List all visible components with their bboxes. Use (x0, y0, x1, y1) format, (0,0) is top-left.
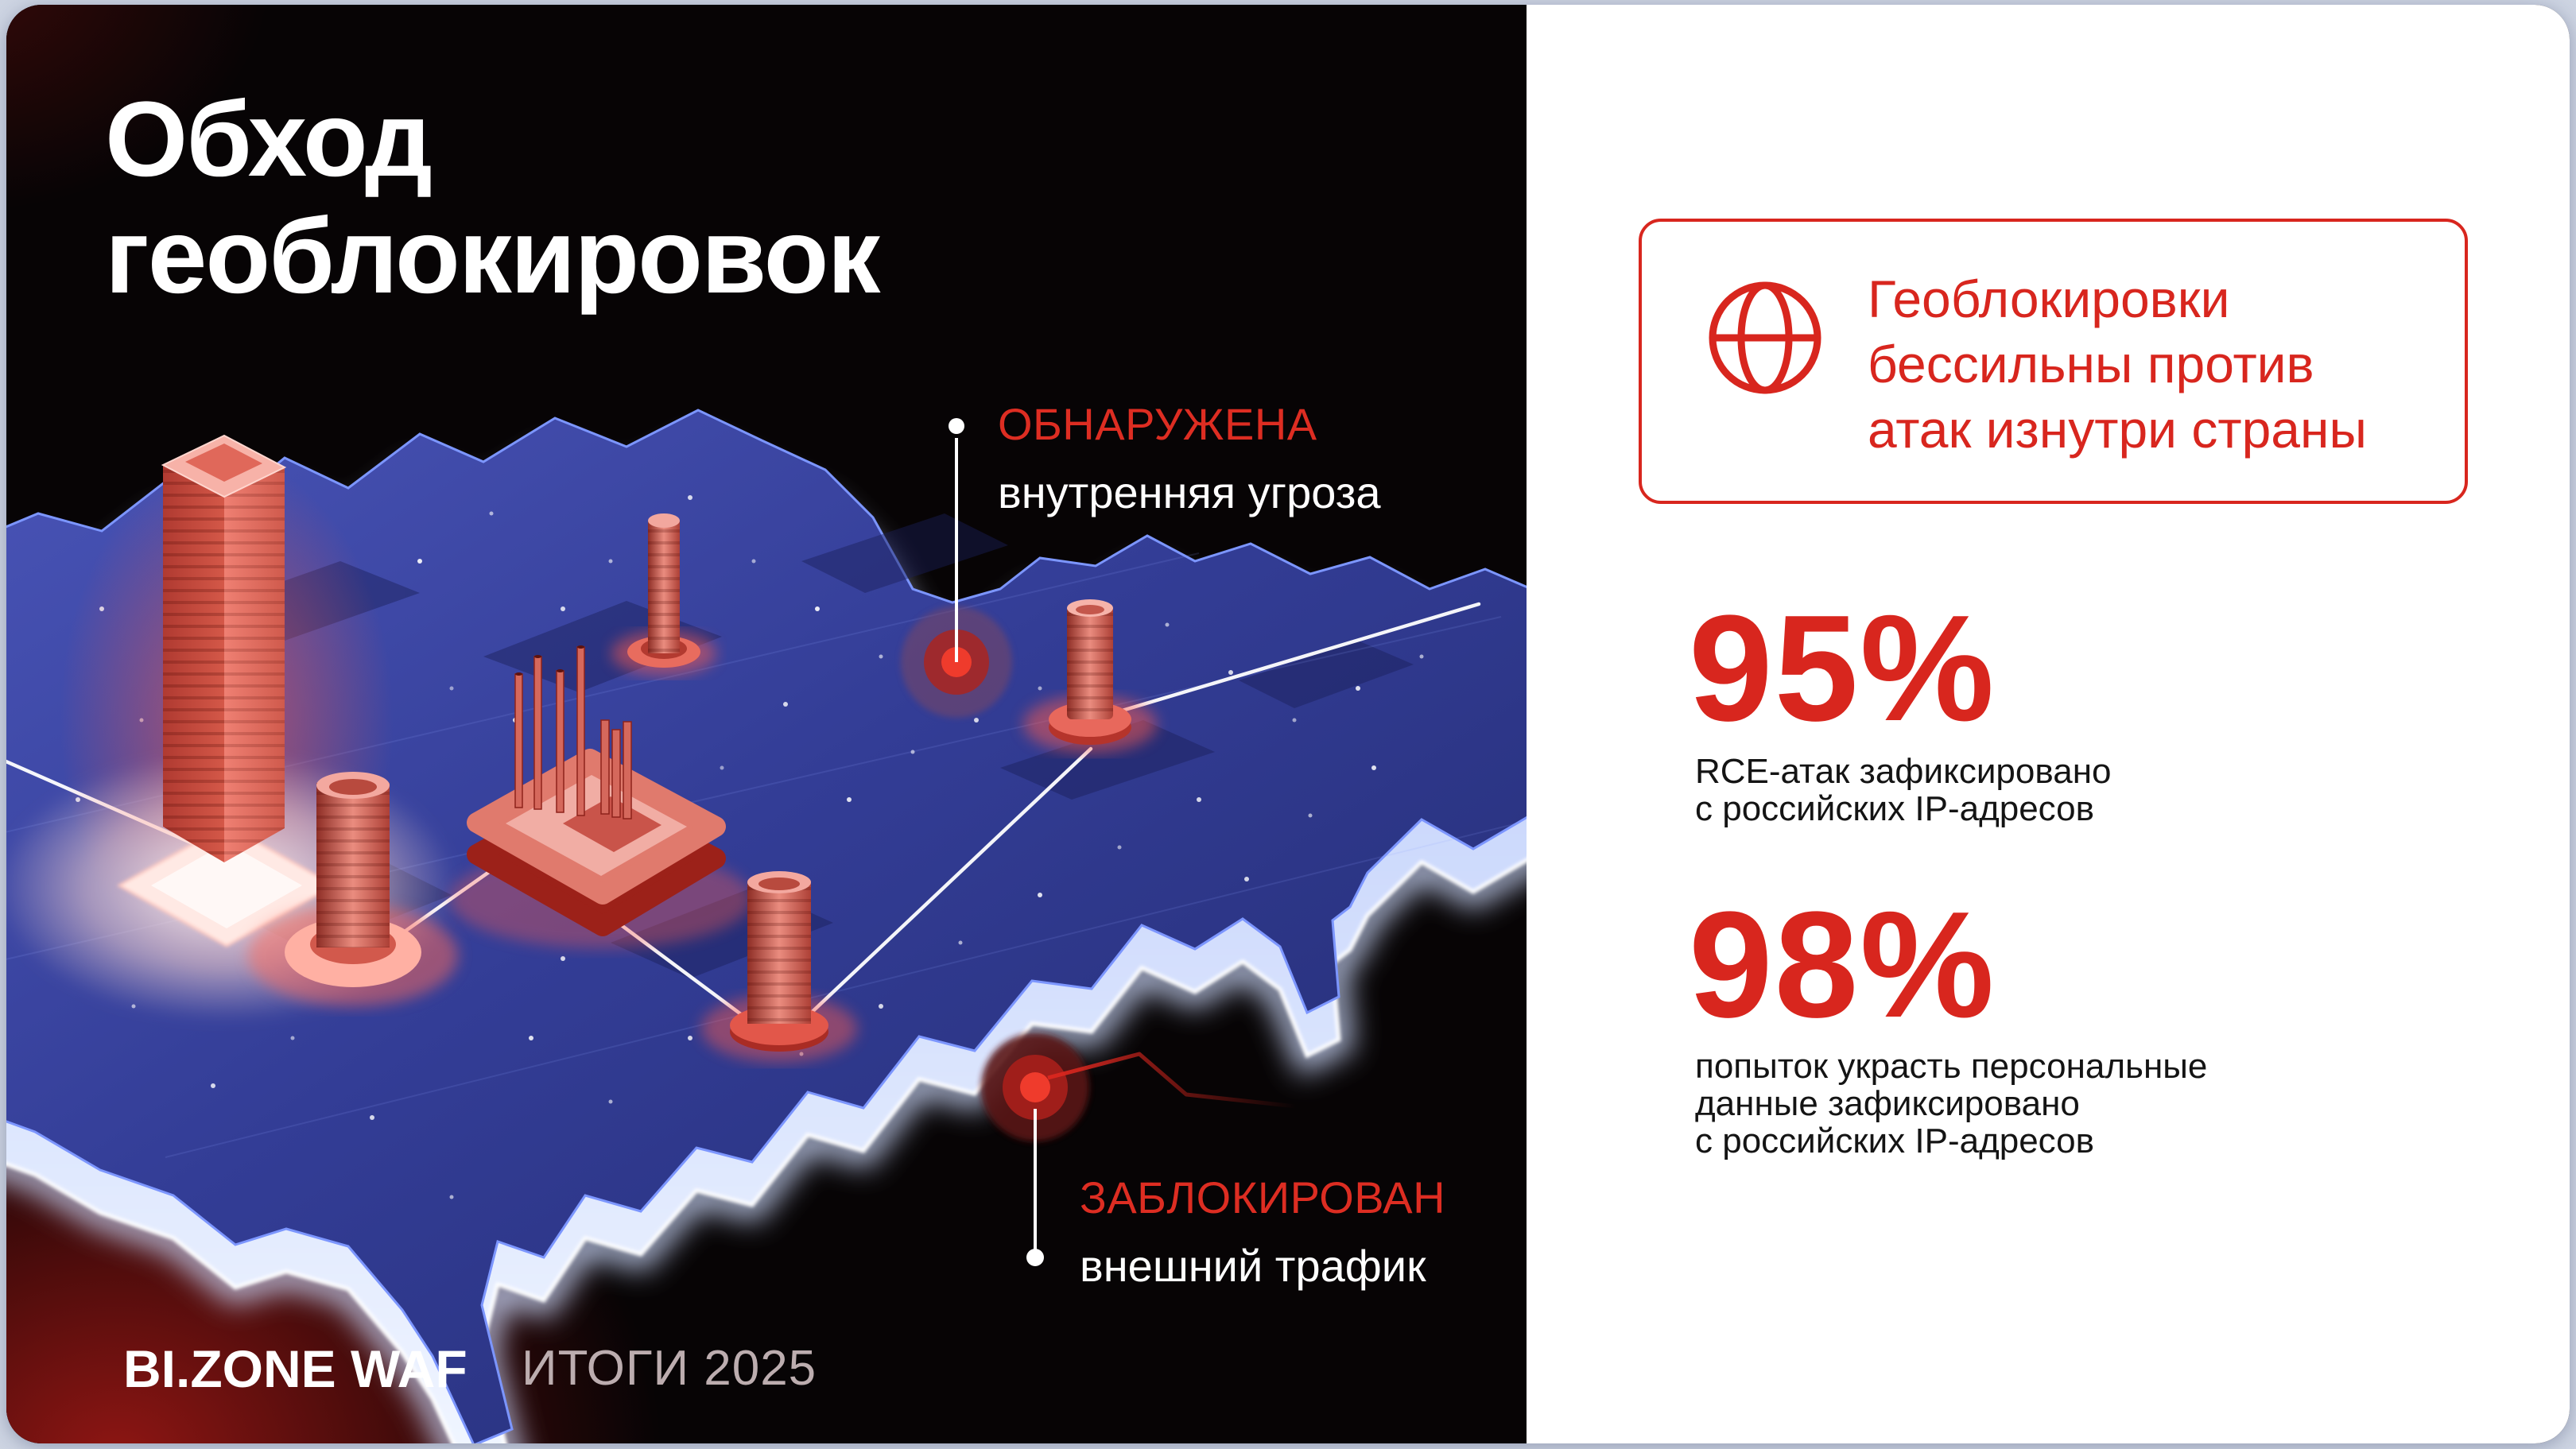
cylinder-tower-left (248, 772, 458, 1006)
factory-building (450, 645, 752, 948)
dark-section: Обход геоблокировок ОБНАРУЖЕНА внутрення… (6, 5, 1527, 1443)
cylinder-tower-north (611, 513, 716, 676)
stat-value-rce: 95% (1689, 584, 1996, 753)
stat-description-personal-data: попыток украсть персональные данные зафи… (1695, 1048, 2207, 1160)
russia-map-illustration (6, 409, 1527, 1443)
stat-desc-line: RCE-атак зафиксировано (1695, 752, 2112, 791)
marker-internal-threat (901, 418, 1012, 718)
annotation-external-traffic: ЗАБЛОКИРОВАН внешний трафик (1080, 1175, 1445, 1289)
callout-line: атак изнутри страны (1868, 400, 2367, 459)
annotation-status-label: ЗАБЛОКИРОВАН (1080, 1172, 1446, 1222)
stat-desc-line: данные зафиксировано (1695, 1084, 2080, 1123)
callout-line: бессильны против (1868, 335, 2314, 393)
annotation-description: внутренняя угроза (998, 467, 1381, 517)
callout-box: Геоблокировки бессильны против атак изну… (1639, 219, 2468, 504)
cylinder-tower-middle (701, 871, 857, 1062)
stat-desc-line: с российских IP-адресов (1695, 789, 2095, 828)
title-line-2: геоблокировок (105, 197, 881, 316)
stat-description-rce: RCE-атак зафиксировано с российских IP-а… (1695, 753, 2111, 827)
callout-text: Геоблокировки бессильны против атак изну… (1868, 266, 2367, 462)
globe-icon (1709, 281, 1821, 394)
stats-panel: Геоблокировки бессильны против атак изну… (1527, 5, 2570, 1443)
stat-desc-line: попыток украсть персональные (1695, 1047, 2208, 1086)
slide: Обход геоблокировок ОБНАРУЖЕНА внутрення… (6, 5, 2570, 1443)
title-line-1: Обход (105, 80, 433, 199)
stat-value-personal-data: 98% (1689, 881, 1996, 1049)
report-period-label: ИТОГИ 2025 (522, 1341, 817, 1396)
marker-external-traffic (981, 1033, 1297, 1266)
stat-desc-line: с российских IP-адресов (1695, 1122, 2095, 1160)
annotation-internal-threat: ОБНАРУЖЕНА внутренняя угроза (998, 401, 1381, 516)
cylinder-tower-east (1023, 599, 1157, 753)
brand-logo-text: BI.ZONE WAF (123, 1339, 467, 1398)
annotation-description: внешний трафик (1080, 1241, 1426, 1291)
page-title: Обход геоблокировок (105, 80, 881, 316)
callout-line: Геоблокировки (1868, 269, 2230, 328)
annotation-status-label: ОБНАРУЖЕНА (998, 399, 1317, 449)
